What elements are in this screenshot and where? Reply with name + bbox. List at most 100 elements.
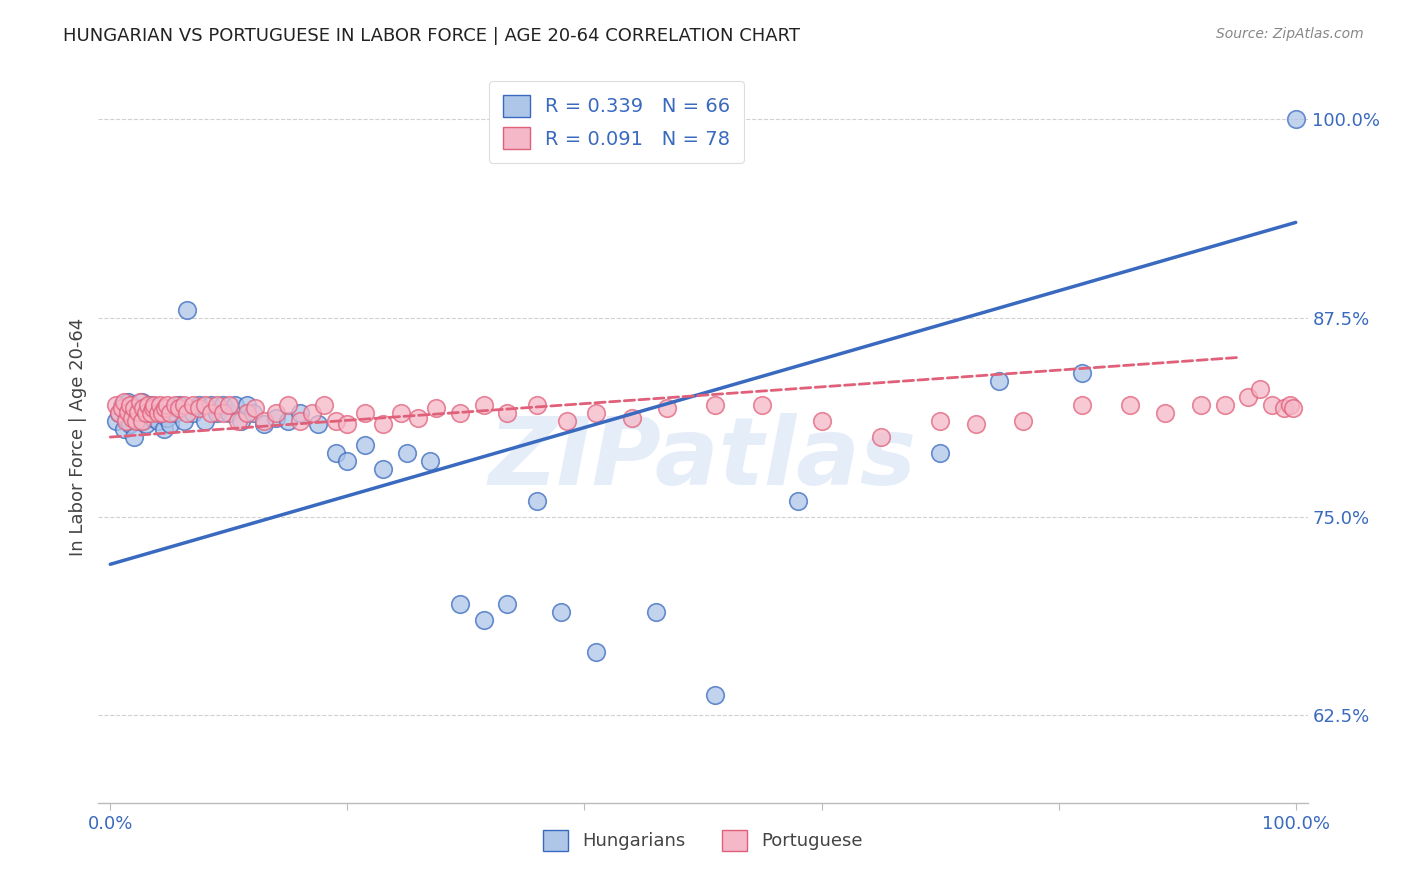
- Point: [449, 597, 471, 611]
- Point: [122, 430, 145, 444]
- Point: [107, 406, 129, 420]
- Point: [371, 417, 394, 432]
- Point: [188, 398, 211, 412]
- Point: [1272, 401, 1295, 416]
- Legend: Hungarians, Portuguese: Hungarians, Portuguese: [534, 821, 872, 860]
- Point: [1261, 398, 1284, 412]
- Point: [200, 398, 222, 412]
- Point: [121, 411, 143, 425]
- Point: [307, 417, 329, 432]
- Point: [143, 398, 166, 412]
- Point: [159, 406, 181, 420]
- Point: [264, 406, 287, 420]
- Point: [111, 401, 134, 416]
- Point: [657, 401, 679, 416]
- Point: [128, 414, 150, 428]
- Point: [176, 302, 198, 317]
- Point: [226, 414, 249, 428]
- Point: [149, 406, 172, 420]
- Point: [117, 401, 139, 416]
- Point: [136, 406, 159, 420]
- Point: [869, 430, 891, 444]
- Point: [188, 401, 211, 416]
- Point: [117, 395, 139, 409]
- Point: [212, 398, 235, 412]
- Point: [165, 406, 187, 420]
- Point: [354, 406, 377, 420]
- Point: [277, 398, 299, 412]
- Point: [703, 398, 725, 412]
- Point: [526, 398, 548, 412]
- Point: [107, 406, 129, 420]
- Point: [243, 401, 266, 416]
- Text: HUNGARIAN VS PORTUGUESE IN LABOR FORCE | AGE 20-64 CORRELATION CHART: HUNGARIAN VS PORTUGUESE IN LABOR FORCE |…: [63, 27, 800, 45]
- Point: [156, 398, 179, 412]
- Point: [449, 406, 471, 420]
- Point: [122, 401, 145, 416]
- Point: [395, 446, 418, 460]
- Point: [1278, 398, 1301, 412]
- Point: [165, 398, 187, 412]
- Point: [253, 414, 276, 428]
- Point: [988, 375, 1011, 389]
- Point: [620, 411, 643, 425]
- Point: [786, 493, 808, 508]
- Point: [312, 398, 335, 412]
- Point: [105, 414, 128, 428]
- Point: [114, 414, 136, 428]
- Point: [167, 398, 190, 412]
- Point: [325, 414, 347, 428]
- Point: [149, 398, 172, 412]
- Point: [120, 417, 142, 432]
- Point: [1249, 383, 1271, 397]
- Point: [703, 688, 725, 702]
- Point: [176, 406, 198, 420]
- Point: [152, 422, 174, 436]
- Point: [205, 406, 228, 420]
- Point: [644, 605, 666, 619]
- Text: Source: ZipAtlas.com: Source: ZipAtlas.com: [1216, 27, 1364, 41]
- Point: [218, 406, 240, 420]
- Point: [129, 395, 152, 409]
- Point: [929, 414, 952, 428]
- Point: [167, 401, 190, 416]
- Point: [751, 398, 773, 412]
- Point: [472, 398, 495, 412]
- Point: [181, 398, 204, 412]
- Point: [105, 398, 128, 412]
- Point: [114, 422, 136, 436]
- Point: [242, 406, 264, 420]
- Point: [142, 411, 165, 425]
- Point: [212, 406, 235, 420]
- Point: [389, 406, 412, 420]
- Point: [114, 395, 136, 409]
- Point: [1071, 367, 1094, 381]
- Point: [1213, 398, 1236, 412]
- Point: [194, 398, 217, 412]
- Point: [371, 462, 394, 476]
- Point: [585, 645, 607, 659]
- Point: [132, 401, 155, 416]
- Point: [229, 414, 252, 428]
- Point: [117, 404, 139, 418]
- Point: [336, 417, 359, 432]
- Point: [526, 493, 548, 508]
- Point: [253, 417, 276, 432]
- Point: [205, 398, 228, 412]
- Point: [159, 417, 181, 432]
- Point: [301, 406, 323, 420]
- Point: [125, 411, 148, 425]
- Point: [194, 414, 217, 428]
- Point: [127, 401, 149, 416]
- Point: [472, 613, 495, 627]
- Point: [131, 395, 153, 409]
- Point: [408, 411, 430, 425]
- Point: [200, 406, 222, 420]
- Point: [121, 406, 143, 420]
- Point: [173, 414, 195, 428]
- Point: [142, 401, 165, 416]
- Point: [135, 417, 157, 432]
- Point: [135, 406, 157, 420]
- Point: [114, 411, 136, 425]
- Point: [496, 597, 519, 611]
